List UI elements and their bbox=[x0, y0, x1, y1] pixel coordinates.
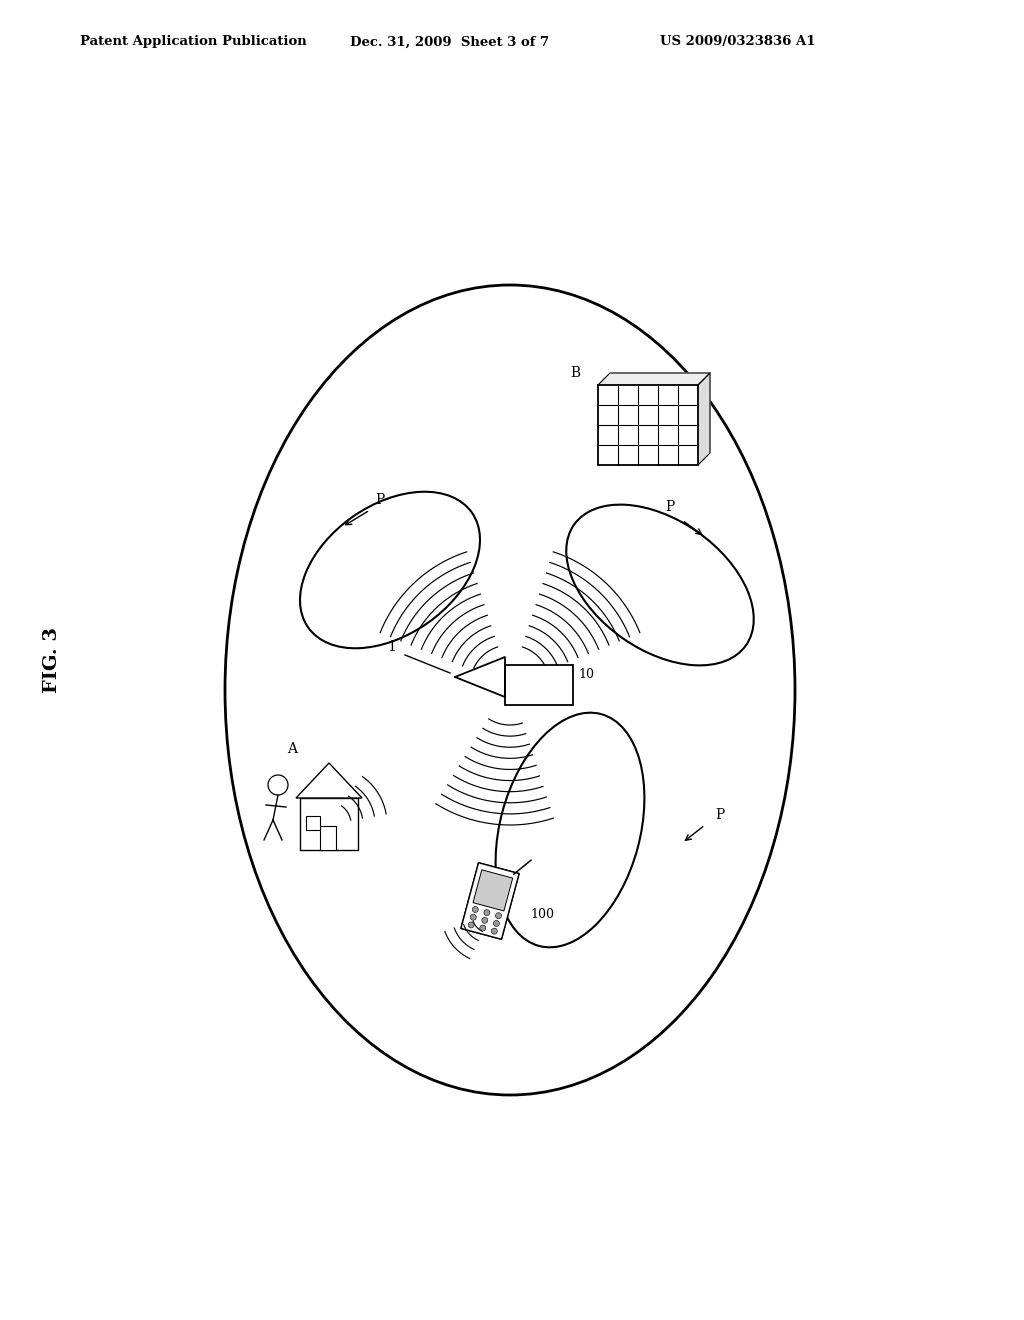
Text: Patent Application Publication: Patent Application Publication bbox=[80, 36, 307, 49]
Bar bbox=[306, 816, 319, 830]
Ellipse shape bbox=[300, 492, 480, 648]
Circle shape bbox=[470, 915, 476, 920]
Text: B: B bbox=[570, 366, 580, 380]
Text: 1: 1 bbox=[387, 640, 396, 653]
Polygon shape bbox=[698, 374, 710, 465]
Polygon shape bbox=[473, 870, 513, 911]
Bar bbox=[461, 863, 519, 940]
Text: FIG. 3: FIG. 3 bbox=[43, 627, 61, 693]
Text: A: A bbox=[287, 742, 297, 756]
Bar bbox=[300, 799, 358, 850]
Circle shape bbox=[494, 920, 500, 927]
Text: 100: 100 bbox=[530, 908, 554, 921]
Bar bbox=[505, 665, 573, 705]
Polygon shape bbox=[455, 657, 505, 697]
Text: P: P bbox=[666, 500, 675, 513]
Ellipse shape bbox=[496, 713, 644, 948]
Circle shape bbox=[496, 912, 502, 919]
Text: Dec. 31, 2009  Sheet 3 of 7: Dec. 31, 2009 Sheet 3 of 7 bbox=[350, 36, 549, 49]
Text: 10: 10 bbox=[578, 668, 594, 681]
Polygon shape bbox=[296, 763, 362, 799]
Circle shape bbox=[268, 775, 288, 795]
Circle shape bbox=[482, 917, 487, 923]
Ellipse shape bbox=[566, 504, 754, 665]
Text: P: P bbox=[376, 492, 385, 507]
Bar bbox=[598, 385, 698, 465]
Circle shape bbox=[492, 928, 498, 935]
Circle shape bbox=[480, 925, 485, 931]
Circle shape bbox=[468, 921, 474, 928]
Text: US 2009/0323836 A1: US 2009/0323836 A1 bbox=[660, 36, 815, 49]
Polygon shape bbox=[461, 863, 519, 940]
Circle shape bbox=[484, 909, 489, 916]
Polygon shape bbox=[598, 374, 710, 385]
Bar bbox=[321, 826, 336, 850]
Text: P: P bbox=[715, 808, 724, 822]
Circle shape bbox=[472, 907, 478, 912]
